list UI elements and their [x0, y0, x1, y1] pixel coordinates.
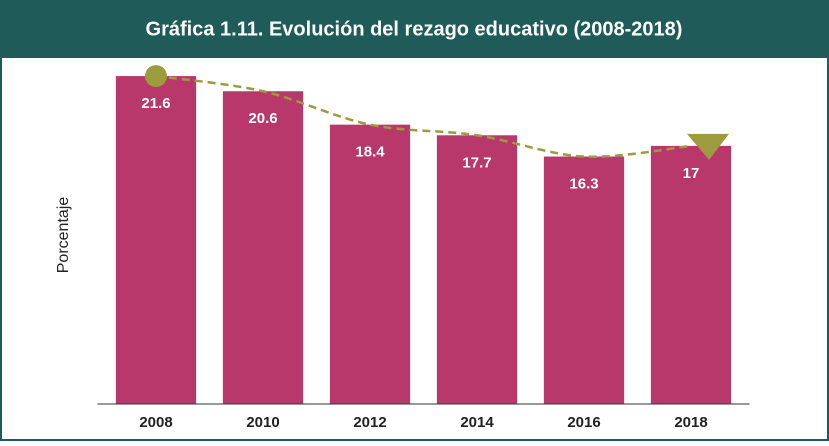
x-tick-label: 2014 — [460, 414, 494, 431]
x-tick-label: 2012 — [353, 414, 386, 431]
data-label: 17 — [683, 165, 700, 182]
data-label: 18.4 — [355, 144, 385, 161]
chart-title: Gráfica 1.11. Evolución del rezago educa… — [146, 18, 683, 40]
trend-start — [145, 65, 167, 88]
data-label: 17.7 — [462, 154, 491, 171]
bar — [436, 135, 518, 405]
trend-arrow — [687, 133, 729, 160]
bar — [329, 124, 411, 405]
data-label: 16.3 — [569, 176, 598, 193]
x-tick-label: 2010 — [246, 414, 279, 431]
x-tick-label: 2008 — [139, 414, 172, 431]
bar — [115, 76, 197, 404]
x-tick-label: 2018 — [674, 414, 707, 431]
data-label: 21.6 — [141, 95, 170, 112]
bar — [543, 156, 625, 404]
x-tick-label: 2016 — [567, 414, 600, 431]
trend-line — [155, 74, 692, 158]
bar — [650, 145, 732, 404]
data-label: 20.6 — [248, 110, 277, 127]
bar — [222, 91, 304, 404]
header — [0, 0, 829, 58]
y-axis-label: Porcentaje — [55, 197, 72, 274]
